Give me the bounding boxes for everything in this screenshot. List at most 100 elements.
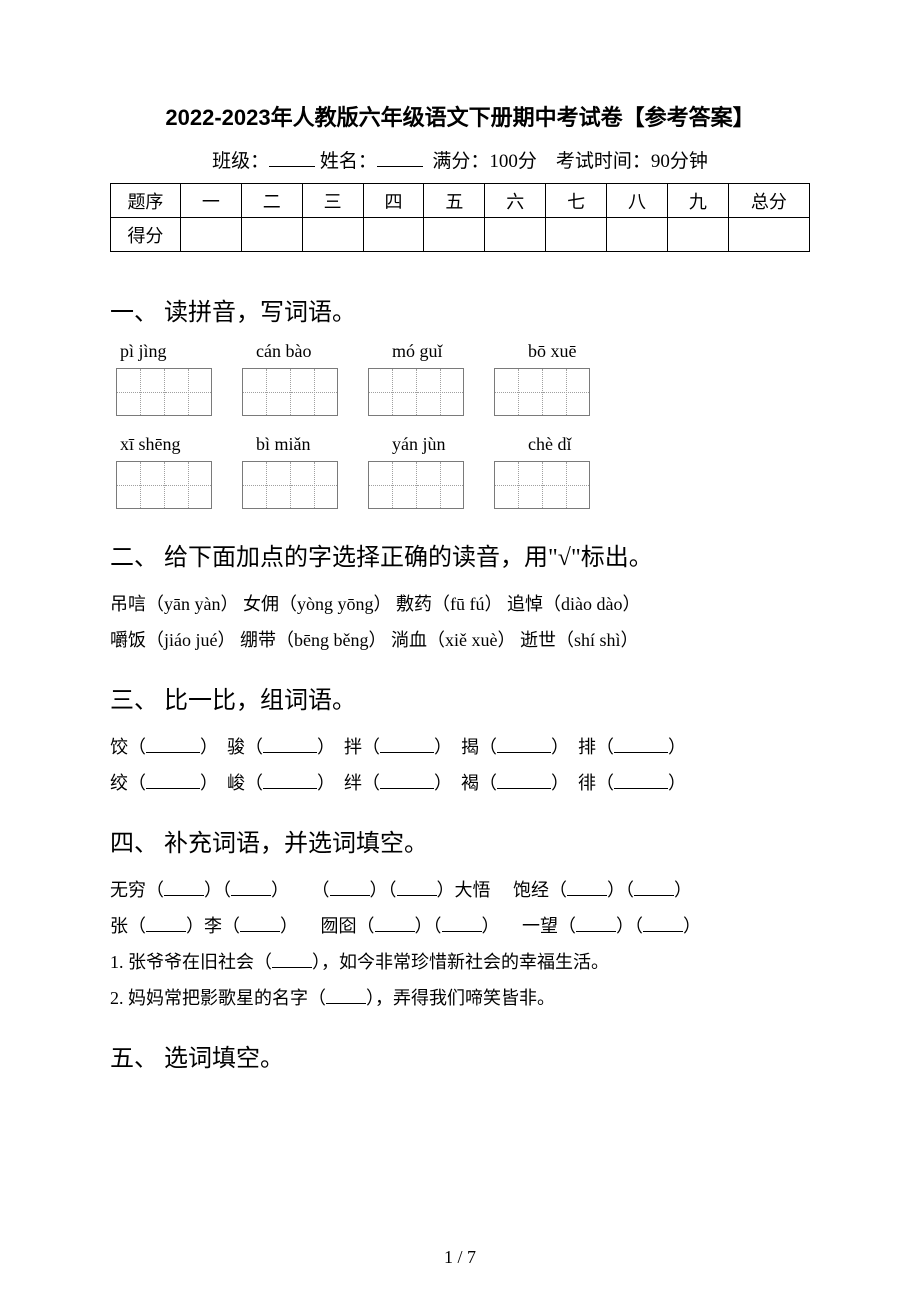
idiom-part: ）大悟 [437,880,491,900]
col-header: 二 [241,184,302,218]
pair-char: 饺 [110,737,128,757]
pair-char: 褐 [461,773,479,793]
char-box-pair [242,461,338,509]
idiom-part: ）（ [370,880,397,900]
section-heading-5: 五、 选词填空。 [110,1038,810,1073]
col-header: 九 [667,184,728,218]
fill-blank [375,914,415,932]
q2-item: 敷药（fū fú） [396,594,503,614]
pair-char: 徘 [578,773,596,793]
col-header: 五 [424,184,485,218]
idiom-part: ） [280,916,298,936]
char-box-pair [242,368,338,416]
fill-blank [576,914,616,932]
fill-blank [643,914,683,932]
fill-blank [614,771,668,789]
col-header: 七 [546,184,607,218]
section-heading-2: 二、 给下面加点的字选择正确的读音，用"√"标出。 [110,537,810,572]
col-header: 四 [363,184,424,218]
score-cell [667,218,728,252]
idiom-part: ） [683,916,701,936]
idiom-part: ）（ [607,880,634,900]
total-header: 总分 [728,184,809,218]
char-box-pair [494,461,590,509]
fill-blank [326,986,366,1004]
name-label: 姓名： [320,151,377,172]
table-row: 得分 [111,218,810,252]
pinyin: bō xuē [528,341,624,362]
exam-title: 2022-2023年人教版六年级语文下册期中考试卷【参考答案】 [110,100,810,132]
score-cell [241,218,302,252]
idiom-part: ） [674,880,692,900]
q2-item: 逝世（shí shì） [520,630,639,650]
char-box-pair [368,368,464,416]
idiom-part: ）（ [415,916,442,936]
sentence-part: ），如今非常珍惜新社会的幸福生活。 [312,952,609,972]
col-header: 一 [180,184,241,218]
idiom-part: ）（ [204,880,231,900]
row-label: 题序 [111,184,181,218]
pair-char: 揭 [461,737,479,757]
q2-item: 追悼（diào dào） [507,594,640,614]
idiom-part: 囫囵（ [321,916,375,936]
pair-char: 绊 [344,773,362,793]
fill-blank [497,771,551,789]
section-heading-3: 三、 比一比，组词语。 [110,680,810,715]
score-cell [424,218,485,252]
meta-line: 班级： 姓名： 满分：100分 考试时间：90分钟 [110,146,810,173]
score-table: 题序 一 二 三 四 五 六 七 八 九 总分 得分 [110,183,810,252]
char-box-pair [116,461,212,509]
fill-blank [231,878,271,896]
pair-char: 峻 [227,773,245,793]
fill-blank [442,914,482,932]
sentence-part: 1. 张爷爷在旧社会（ [110,952,272,972]
score-cell [180,218,241,252]
col-header: 八 [607,184,668,218]
char-box-pair [368,461,464,509]
char-box-pair [116,368,212,416]
pair-char: 绞 [110,773,128,793]
q2-item: 嚼饭（jiáo jué） [110,630,235,650]
name-blank [377,146,423,167]
pinyin: mó guǐ [392,341,488,362]
section-2-body: 吊唁（yān yàn） 女佣（yòng yōng） 敷药（fū fú） 追悼（d… [110,586,810,658]
fill-blank [567,878,607,896]
pinyin: chè dǐ [528,434,624,455]
idiom-part: 无穷（ [110,880,164,900]
idiom-part: ）李（ [186,916,240,936]
sentence-part: 2. 妈妈常把影歌星的名字（ [110,988,326,1008]
score-cell [546,218,607,252]
score-cell [728,218,809,252]
fill-blank [380,735,434,753]
full-score-label: 满分：100分 [432,151,537,172]
q2-item: 吊唁（yān yàn） [110,594,238,614]
fill-blank [634,878,674,896]
class-label: 班级： [212,151,269,172]
pinyin: xī shēng [120,434,216,455]
idiom-part: 一望（ [522,916,576,936]
fill-blank [146,771,200,789]
score-cell [485,218,546,252]
box-row [116,461,810,509]
idiom-part: ）（ [616,916,643,936]
pinyin: yán jùn [392,434,488,455]
idiom-part: 饱经（ [513,880,567,900]
pinyin: cán bào [256,341,352,362]
table-row: 题序 一 二 三 四 五 六 七 八 九 总分 [111,184,810,218]
idiom-part: 张（ [110,916,146,936]
pinyin: pì jìng [120,341,216,362]
box-row [116,368,810,416]
idiom-part: ） [271,880,289,900]
pinyin-row: pì jìng cán bào mó guǐ bō xuē [120,341,810,362]
fill-blank [614,735,668,753]
fill-blank [380,771,434,789]
row-label: 得分 [111,218,181,252]
fill-blank [146,735,200,753]
fill-blank [263,771,317,789]
section-heading-4: 四、 补充词语，并选词填空。 [110,823,810,858]
fill-blank [240,914,280,932]
fill-blank [397,878,437,896]
score-cell [302,218,363,252]
col-header: 三 [302,184,363,218]
class-blank [269,146,315,167]
